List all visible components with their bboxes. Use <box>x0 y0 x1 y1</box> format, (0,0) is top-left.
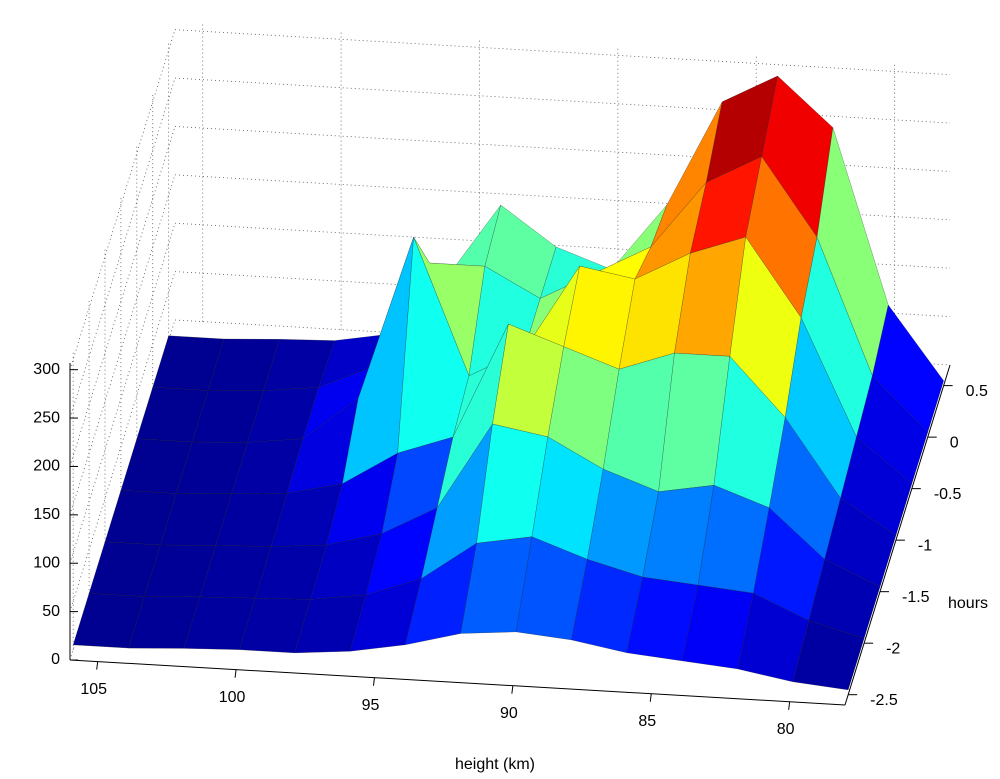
x-tick-label: 95 <box>362 697 380 714</box>
y-axis-label: hours <box>948 595 988 612</box>
x-tick <box>649 693 652 702</box>
x-tick-label: 100 <box>219 689 246 706</box>
z-tick-label: 100 <box>33 554 60 571</box>
surface-cell <box>792 620 865 691</box>
grid-line <box>69 29 176 370</box>
grid-line <box>69 174 176 515</box>
x-tick <box>511 685 514 694</box>
z-tick-label: 250 <box>33 409 60 426</box>
grid-line <box>69 223 176 564</box>
x-tick <box>234 669 237 678</box>
grid-line <box>174 174 951 221</box>
grid-line <box>69 77 176 419</box>
y-tick-label: -2.5 <box>870 692 898 709</box>
z-tick-label: 50 <box>42 603 60 620</box>
x-axis-line <box>69 659 846 706</box>
y-axis-line <box>844 364 951 706</box>
x-tick-label: 80 <box>777 721 795 738</box>
z-tick-label: 300 <box>33 361 60 378</box>
y-tick-label: -1 <box>918 537 932 554</box>
x-tick-label: 85 <box>638 713 656 730</box>
z-tick-label: 200 <box>33 458 60 475</box>
grid-line <box>174 29 951 76</box>
grid-line <box>69 126 176 467</box>
x-tick <box>372 677 375 686</box>
x-tick-label: 105 <box>80 681 107 698</box>
z-tick-label: 0 <box>51 651 60 668</box>
y-tick-label: -0.5 <box>934 486 962 503</box>
grid-line <box>174 222 951 269</box>
x-axis-label: height (km) <box>455 756 535 773</box>
y-tick-label: 0.5 <box>966 383 988 400</box>
grid-line <box>174 77 951 124</box>
x-tick <box>96 661 99 670</box>
grid-line <box>174 126 951 172</box>
y-tick-label: -2 <box>886 640 900 657</box>
y-tick-label: -1.5 <box>902 589 930 606</box>
y-tick-label: 0 <box>950 434 959 451</box>
grid-line <box>69 271 176 612</box>
x-tick <box>788 701 791 710</box>
x-tick-label: 90 <box>500 705 518 722</box>
z-tick-label: 150 <box>33 506 60 523</box>
